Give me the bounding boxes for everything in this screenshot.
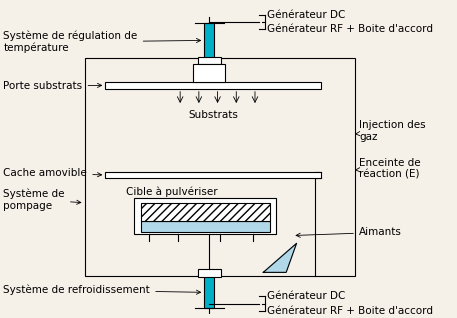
Polygon shape [263,243,297,272]
Text: Générateur RF + Boite d'accord: Générateur RF + Boite d'accord [267,24,433,34]
Bar [197,57,221,65]
Text: Enceinte de
réaction (E): Enceinte de réaction (E) [356,158,420,179]
Text: Porte substrats: Porte substrats [4,81,101,91]
Bar [141,203,270,221]
Text: Injection des
gaz: Injection des gaz [356,120,425,142]
Bar [105,82,321,89]
Text: Substrats: Substrats [188,110,239,120]
Text: Aimants: Aimants [296,227,402,238]
Text: Système de régulation de
température: Système de régulation de température [4,31,201,53]
Bar [204,23,214,58]
Bar [141,221,270,232]
Bar [197,269,221,277]
Text: Cache amovible: Cache amovible [4,168,101,178]
Bar [134,198,276,234]
Text: Système de
pompage: Système de pompage [4,189,81,211]
Text: Générateur RF + Boite d'accord: Générateur RF + Boite d'accord [267,306,433,316]
Text: Générateur DC: Générateur DC [267,291,346,301]
Bar [105,172,321,178]
Bar [85,58,355,276]
Text: Système de refroidissement: Système de refroidissement [4,285,201,295]
Bar [193,65,225,82]
Text: Générateur DC: Générateur DC [267,10,346,20]
Text: Cible à pulvériser: Cible à pulvériser [126,187,218,197]
Bar [204,276,214,308]
